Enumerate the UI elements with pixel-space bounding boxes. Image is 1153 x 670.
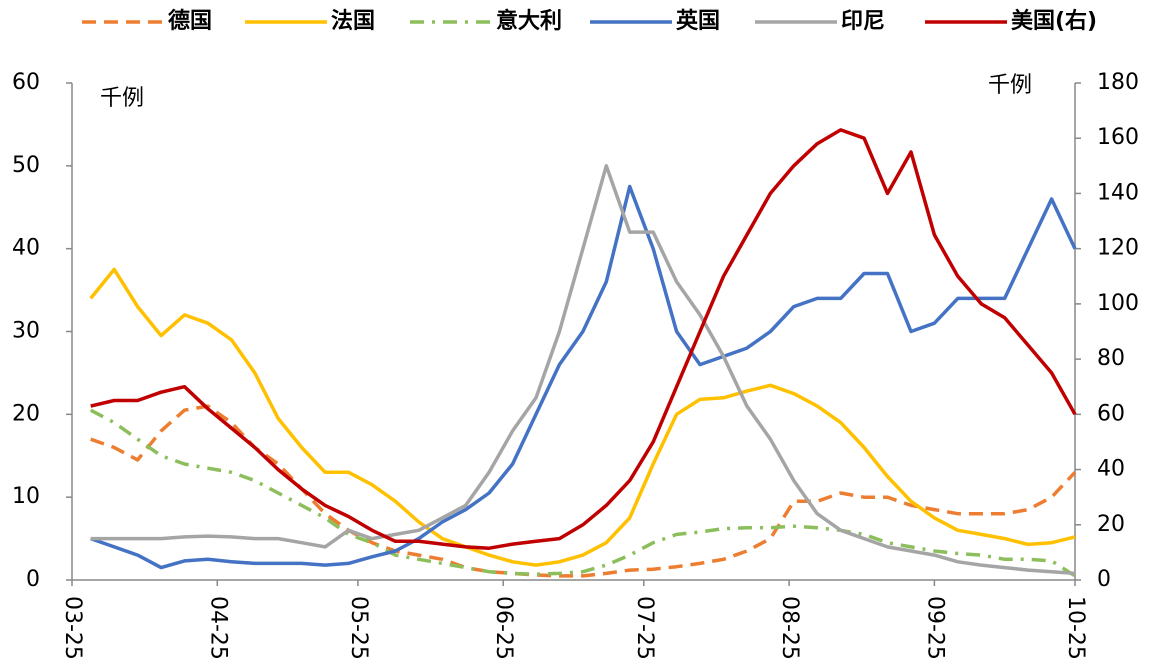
legend-label: 英国: [676, 9, 720, 34]
series-line: [90, 184, 1077, 570]
series-line: [90, 164, 1076, 576]
series-line: [90, 128, 1077, 550]
series-line: [89, 267, 1076, 567]
x-tick-label: 08-25: [777, 596, 802, 660]
legend-label: 美国(右): [1011, 8, 1097, 34]
legend-label: 法国: [331, 9, 375, 34]
y-tick-label: 60: [12, 70, 40, 95]
series-line: [89, 408, 1076, 578]
y-tick-label: 30: [12, 319, 40, 344]
y2-tick-label: 80: [1097, 346, 1125, 371]
y-tick-label: 40: [12, 236, 40, 261]
x-tick-label: 04-25: [205, 596, 230, 660]
y2-tick-label: 180: [1097, 70, 1139, 95]
series-line: [90, 404, 1077, 578]
y2-tick-label: 0: [1097, 567, 1111, 592]
y-tick-label: 0: [26, 567, 40, 592]
legend-label: 意大利: [496, 8, 562, 34]
y-tick-label: 20: [12, 401, 40, 426]
y2-tick-label: 120: [1097, 236, 1139, 261]
x-tick-label: 06-25: [491, 596, 516, 660]
x-tick-label: 10-25: [1063, 596, 1088, 660]
x-tick-label: 03-25: [60, 596, 85, 660]
legend-label: 印尼: [841, 9, 885, 34]
legend-label: 德国: [168, 8, 212, 34]
y2-tick-label: 60: [1097, 401, 1125, 426]
y-tick-label: 10: [12, 484, 40, 509]
x-tick-label: 09-25: [922, 596, 947, 660]
y2-tick-label: 140: [1097, 180, 1139, 205]
y2-tick-label: 100: [1097, 291, 1139, 316]
x-tick-label: 05-25: [346, 596, 371, 660]
right-unit: 千例: [988, 73, 1032, 98]
y2-tick-label: 40: [1097, 457, 1125, 482]
x-tick-label: 07-25: [632, 596, 657, 660]
y-tick-label: 50: [12, 153, 40, 178]
y2-tick-label: 160: [1097, 125, 1139, 150]
left-unit: 千例: [100, 86, 144, 111]
y2-tick-label: 20: [1097, 512, 1125, 537]
